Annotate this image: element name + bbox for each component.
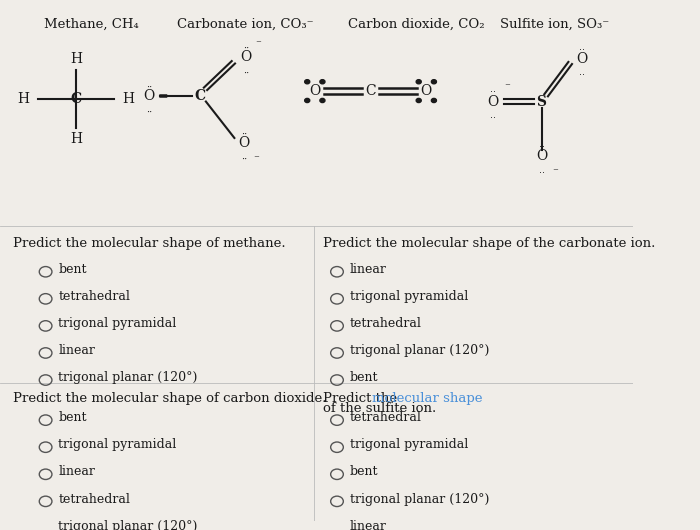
Text: trigonal pyramidal: trigonal pyramidal [58, 317, 176, 330]
Text: Predict the molecular shape of methane.: Predict the molecular shape of methane. [13, 237, 286, 250]
Text: C: C [365, 84, 376, 98]
Text: O: O [421, 84, 432, 98]
Text: ⁻: ⁻ [552, 167, 559, 177]
Text: H: H [70, 132, 82, 146]
Text: tetrahedral: tetrahedral [58, 290, 130, 303]
Text: linear: linear [350, 519, 386, 530]
Text: Sulfite ion, SO₃⁻: Sulfite ion, SO₃⁻ [500, 18, 610, 31]
Text: ⁻: ⁻ [253, 154, 260, 164]
Text: O: O [487, 94, 498, 109]
Text: of the sulfite ion.: of the sulfite ion. [323, 402, 436, 415]
Text: Carbonate ion, CO₃⁻: Carbonate ion, CO₃⁻ [177, 18, 314, 31]
Text: ··: ·· [490, 87, 496, 98]
Circle shape [320, 80, 325, 84]
Text: ··: ·· [146, 83, 152, 92]
Text: O: O [309, 84, 321, 98]
Text: ··: ·· [490, 113, 496, 123]
Circle shape [416, 80, 421, 84]
Text: tetrahedral: tetrahedral [350, 317, 421, 330]
Text: C: C [194, 90, 205, 103]
Text: O: O [536, 149, 547, 163]
Text: bent: bent [58, 263, 87, 276]
Text: O: O [576, 52, 587, 66]
Text: linear: linear [58, 465, 95, 479]
Text: C: C [71, 92, 82, 106]
Text: molecular shape: molecular shape [372, 392, 483, 404]
Text: trigonal planar (120°): trigonal planar (120°) [350, 344, 489, 357]
Text: ··: ·· [241, 130, 247, 139]
Text: ··: ·· [243, 69, 249, 78]
Text: ··: ·· [243, 44, 249, 53]
Text: tetrahedral: tetrahedral [350, 411, 421, 425]
Text: ··: ·· [146, 108, 152, 117]
Text: Predict the: Predict the [323, 392, 401, 404]
Text: H: H [70, 52, 82, 66]
Text: H: H [18, 92, 30, 106]
Text: trigonal pyramidal: trigonal pyramidal [350, 438, 468, 452]
Text: Predict the molecular shape of carbon dioxide.: Predict the molecular shape of carbon di… [13, 392, 326, 404]
Text: tetrahedral: tetrahedral [58, 492, 130, 506]
Text: ··: ·· [578, 70, 584, 80]
Text: H: H [122, 92, 134, 106]
Text: Carbon dioxide, CO₂: Carbon dioxide, CO₂ [349, 18, 485, 31]
Text: S: S [537, 94, 547, 109]
Text: ··: ·· [538, 142, 545, 152]
Text: O: O [238, 136, 249, 150]
Text: bent: bent [350, 371, 378, 384]
Text: linear: linear [58, 344, 95, 357]
Text: =: = [158, 90, 169, 103]
Text: trigonal planar (120°): trigonal planar (120°) [350, 492, 489, 506]
Circle shape [416, 99, 421, 103]
Circle shape [431, 80, 436, 84]
Text: trigonal pyramidal: trigonal pyramidal [350, 290, 468, 303]
Circle shape [304, 99, 310, 103]
Circle shape [431, 99, 436, 103]
Circle shape [320, 99, 325, 103]
Text: ··: ·· [241, 155, 247, 164]
Text: Predict the molecular shape of the carbonate ion.: Predict the molecular shape of the carbo… [323, 237, 655, 250]
Text: Methane, CH₄: Methane, CH₄ [44, 18, 139, 31]
Circle shape [304, 80, 310, 84]
Text: ··: ·· [578, 45, 584, 55]
Text: bent: bent [350, 465, 378, 479]
Text: trigonal planar (120°): trigonal planar (120°) [58, 371, 197, 384]
Text: trigonal pyramidal: trigonal pyramidal [58, 438, 176, 452]
Text: ··: ·· [538, 167, 545, 178]
Text: ⁻: ⁻ [256, 39, 261, 49]
Text: trigonal planar (120°): trigonal planar (120°) [58, 519, 197, 530]
Text: O: O [144, 90, 155, 103]
Text: ⁻: ⁻ [505, 82, 510, 92]
Text: bent: bent [58, 411, 87, 425]
Text: O: O [240, 50, 251, 64]
Text: linear: linear [350, 263, 386, 276]
